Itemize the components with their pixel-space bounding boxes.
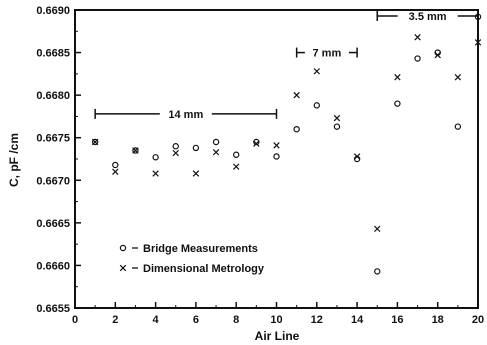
bridge-point <box>112 161 119 169</box>
y-tick-label: 0.6685 <box>36 48 70 60</box>
legend-label-metrology: Dimensional Metrology <box>143 263 265 275</box>
x-tick-label: 18 <box>432 314 444 326</box>
x-tick-label: 14 <box>351 314 364 326</box>
metrology-point <box>293 91 300 99</box>
metrology-point <box>414 34 421 41</box>
y-tick-label: 0.6665 <box>36 218 70 230</box>
annotation-label: 3.5 mm <box>409 11 447 23</box>
y-tick-label: 0.6675 <box>36 133 70 145</box>
bridge-point <box>91 138 99 146</box>
metrology-point <box>232 163 240 170</box>
x-tick-label: 16 <box>391 314 403 326</box>
metrology-point <box>132 147 139 154</box>
annotation-label: 7 mm <box>313 48 342 60</box>
metrology-point <box>474 39 482 46</box>
annotation-label: 14 mm <box>168 109 203 121</box>
metrology-point <box>172 149 179 157</box>
range-annotations: 14 mm 7 mm 3.5 mm <box>94 11 479 121</box>
legend-label-bridge: Bridge Measurements <box>143 243 258 255</box>
x-tick-label: 2 <box>112 314 118 326</box>
bridge-point <box>253 138 260 146</box>
x-tick-label: 4 <box>153 314 160 326</box>
x-tick-label: 20 <box>472 314 484 326</box>
metrology-point <box>454 74 462 81</box>
x-axis-title: Air Line <box>255 329 300 343</box>
bridge-point <box>172 143 179 150</box>
bridge-point <box>273 153 280 160</box>
metrology-point <box>374 225 381 233</box>
y-tick-label: 0.6660 <box>36 260 70 272</box>
bridge-point <box>454 123 462 130</box>
legend-marker-x <box>119 264 127 272</box>
bridge-point <box>333 123 341 130</box>
bridge-point <box>374 268 381 275</box>
bridge-point <box>132 147 139 154</box>
x-tick-label: 0 <box>72 314 78 326</box>
metrology-point <box>394 74 401 81</box>
metrology-point <box>91 138 99 146</box>
y-tick-label: 0.6670 <box>36 175 70 187</box>
y-tick-label: 0.6690 <box>36 5 70 17</box>
bridge-point <box>212 138 220 146</box>
bridge-point <box>414 55 421 62</box>
bridge-point <box>192 144 200 152</box>
data-marks <box>91 13 482 275</box>
bridge-point <box>232 151 240 158</box>
metrology-point <box>192 170 200 177</box>
metrology-point <box>212 148 220 156</box>
metrology-point <box>333 114 341 122</box>
x-tick-label: 6 <box>193 314 199 326</box>
y-tick-label: 0.6655 <box>36 303 70 315</box>
metrology-point <box>112 168 119 175</box>
bridge-point <box>394 100 401 107</box>
metrology-point <box>273 142 280 149</box>
y-axis-title: C, pF /cm <box>7 133 21 187</box>
metrology-point <box>313 68 321 75</box>
y-tick-label: 0.6680 <box>36 90 70 102</box>
x-tick-label: 8 <box>233 314 239 326</box>
legend-marker-circle <box>119 244 127 252</box>
legend: Bridge Measurements Dimensional Metrolog… <box>119 243 265 275</box>
bridge-point <box>293 125 300 133</box>
metrology-point <box>253 140 260 147</box>
metrology-point <box>353 153 361 160</box>
x-tick-label: 12 <box>311 314 323 326</box>
bridge-point <box>152 154 159 161</box>
axis-ticks: 0 2 4 6 8 10 12 14 16 18 20 0.6655 0.6660 0.6665 0.667… <box>36 5 484 326</box>
metrology-point <box>152 170 159 177</box>
x-tick-label: 10 <box>270 314 282 326</box>
bridge-point <box>313 102 320 109</box>
metrology-point <box>434 51 441 59</box>
